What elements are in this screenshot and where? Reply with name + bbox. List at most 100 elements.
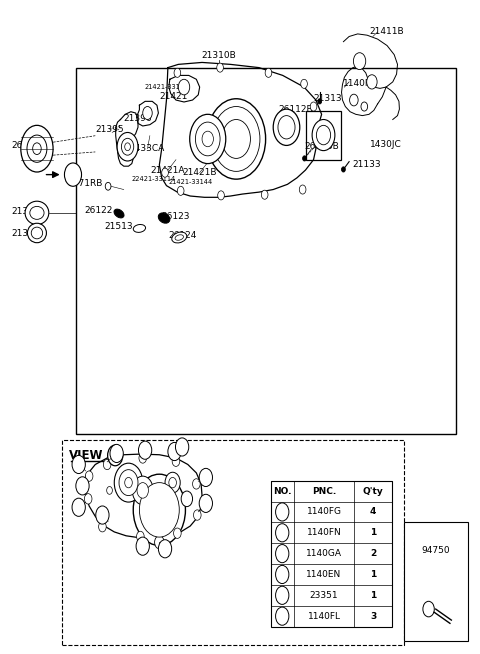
Text: 1140FG: 1140FG	[306, 508, 341, 517]
Text: a: a	[114, 449, 119, 458]
Text: b: b	[140, 542, 145, 551]
Circle shape	[137, 483, 148, 498]
Text: b: b	[280, 528, 285, 538]
Circle shape	[310, 102, 317, 111]
Ellipse shape	[25, 201, 49, 224]
Ellipse shape	[114, 209, 124, 218]
Text: c: c	[280, 549, 285, 558]
Bar	[271, 481, 392, 627]
Circle shape	[276, 545, 289, 562]
Circle shape	[178, 186, 184, 196]
Text: e: e	[163, 544, 168, 553]
Circle shape	[119, 470, 138, 496]
Circle shape	[179, 79, 190, 95]
Circle shape	[72, 455, 85, 473]
Circle shape	[138, 441, 152, 459]
Ellipse shape	[172, 232, 187, 243]
Text: d: d	[100, 511, 105, 519]
Text: PNC.: PNC.	[312, 487, 336, 496]
Text: 26300: 26300	[11, 141, 40, 150]
Ellipse shape	[31, 227, 43, 239]
Text: 4: 4	[370, 508, 376, 517]
Bar	[76, 67, 456, 434]
Ellipse shape	[30, 207, 44, 219]
Text: 21395: 21395	[95, 125, 124, 133]
Text: A: A	[111, 451, 119, 460]
Circle shape	[98, 521, 106, 532]
Ellipse shape	[21, 126, 53, 172]
Circle shape	[107, 487, 112, 494]
Circle shape	[349, 94, 358, 106]
Circle shape	[367, 75, 377, 89]
Text: f: f	[77, 460, 80, 469]
Text: 21421-33134: 21421-33134	[144, 84, 189, 90]
Circle shape	[174, 68, 180, 77]
Text: NO.: NO.	[273, 487, 291, 496]
Circle shape	[276, 566, 289, 583]
Text: 1140FL: 1140FL	[308, 611, 340, 621]
Text: f: f	[77, 503, 80, 512]
Circle shape	[96, 506, 109, 524]
Circle shape	[218, 191, 224, 200]
Circle shape	[213, 107, 260, 171]
Text: 26124: 26124	[168, 231, 196, 240]
Circle shape	[312, 120, 335, 150]
Text: 21421B: 21421B	[182, 168, 217, 177]
Text: 21421A: 21421A	[151, 165, 185, 175]
Circle shape	[316, 126, 331, 145]
Circle shape	[199, 468, 213, 487]
Circle shape	[301, 79, 307, 88]
Circle shape	[193, 510, 201, 520]
Circle shape	[192, 479, 200, 489]
Bar	[404, 521, 468, 642]
Circle shape	[273, 109, 300, 145]
Circle shape	[353, 53, 366, 69]
Circle shape	[76, 477, 89, 495]
Circle shape	[110, 444, 123, 462]
Circle shape	[165, 472, 180, 493]
Text: 1140EN: 1140EN	[306, 570, 342, 579]
Circle shape	[276, 524, 289, 542]
Text: a: a	[172, 447, 177, 456]
Circle shape	[300, 185, 306, 194]
Circle shape	[172, 456, 180, 466]
Circle shape	[169, 477, 177, 488]
Circle shape	[117, 133, 138, 161]
Text: 22421-33114: 22421-33114	[132, 176, 176, 182]
Circle shape	[85, 471, 93, 481]
Circle shape	[276, 607, 289, 625]
Ellipse shape	[175, 235, 183, 240]
Text: f: f	[281, 611, 284, 621]
Text: 23351: 23351	[310, 591, 338, 600]
Text: 2: 2	[370, 549, 376, 558]
Circle shape	[125, 477, 132, 488]
Bar	[62, 441, 404, 645]
Text: 1571RB: 1571RB	[68, 179, 104, 188]
Circle shape	[121, 138, 134, 155]
Text: 21391: 21391	[11, 229, 40, 238]
Text: 1: 1	[370, 591, 376, 600]
Text: 26113B: 26113B	[304, 142, 339, 151]
Text: a: a	[280, 508, 285, 517]
Circle shape	[105, 182, 111, 190]
Text: d: d	[280, 570, 285, 579]
Circle shape	[114, 463, 143, 502]
Circle shape	[133, 474, 185, 545]
Text: A: A	[69, 169, 77, 180]
Text: 26122: 26122	[84, 206, 113, 215]
Circle shape	[195, 122, 220, 156]
Text: a: a	[80, 481, 85, 490]
Text: 21421-33144: 21421-33144	[168, 179, 212, 185]
Text: 3: 3	[370, 611, 376, 621]
Text: 1140FN: 1140FN	[307, 528, 341, 538]
Text: 21133: 21133	[353, 160, 382, 169]
Text: Q'ty: Q'ty	[363, 487, 384, 496]
Text: 21310B: 21310B	[201, 52, 236, 60]
Circle shape	[217, 63, 223, 72]
Circle shape	[423, 601, 434, 617]
Text: 21313: 21313	[313, 94, 342, 103]
Text: 1430JC: 1430JC	[370, 140, 402, 148]
Circle shape	[132, 476, 153, 505]
Circle shape	[361, 102, 368, 111]
Text: c: c	[204, 473, 208, 482]
